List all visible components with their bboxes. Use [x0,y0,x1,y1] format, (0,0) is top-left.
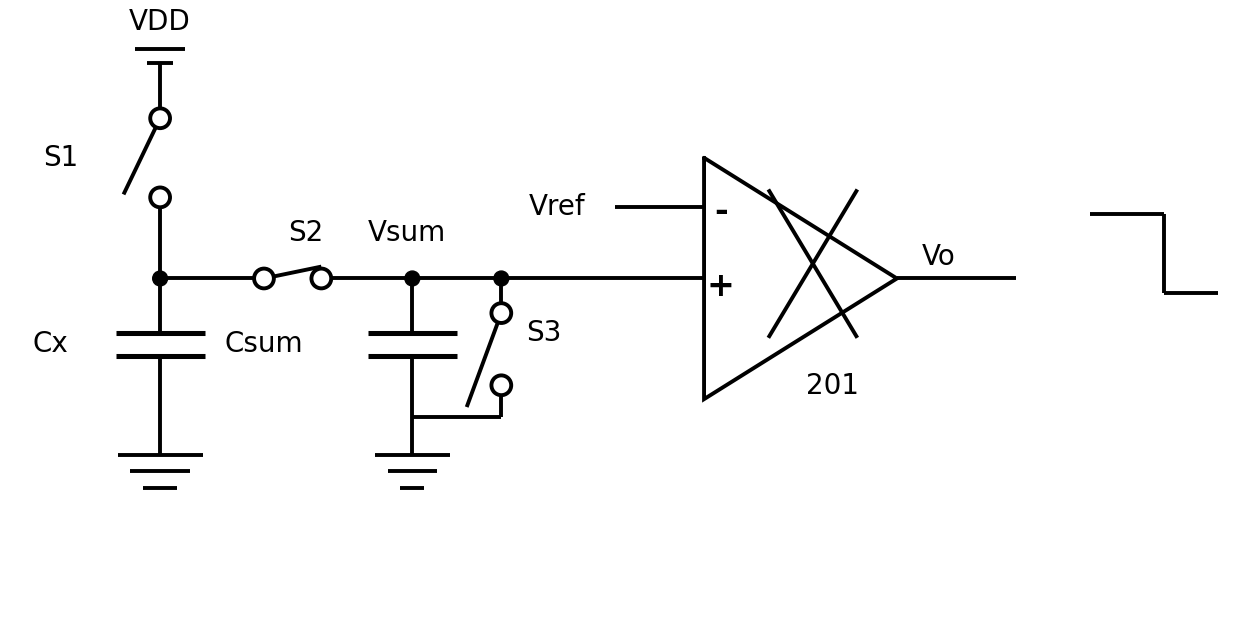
Text: +: + [707,270,735,303]
Text: S1: S1 [43,144,78,172]
Circle shape [150,108,170,128]
Text: S3: S3 [527,319,561,347]
Circle shape [152,271,167,286]
Text: 201: 201 [807,372,859,401]
Text: Cx: Cx [32,330,68,357]
Text: VDD: VDD [129,8,191,36]
Circle shape [311,269,331,289]
Text: -: - [714,195,727,228]
Text: Vsum: Vsum [368,219,446,247]
Circle shape [492,376,512,395]
Circle shape [150,188,170,207]
Text: S2: S2 [287,219,323,247]
Circle shape [254,269,274,289]
Circle shape [492,303,512,323]
Circle shape [494,271,509,286]
Text: Vo: Vo [922,243,955,270]
Text: Vref: Vref [529,193,585,221]
Text: Csum: Csum [225,330,304,357]
Circle shape [405,271,420,286]
